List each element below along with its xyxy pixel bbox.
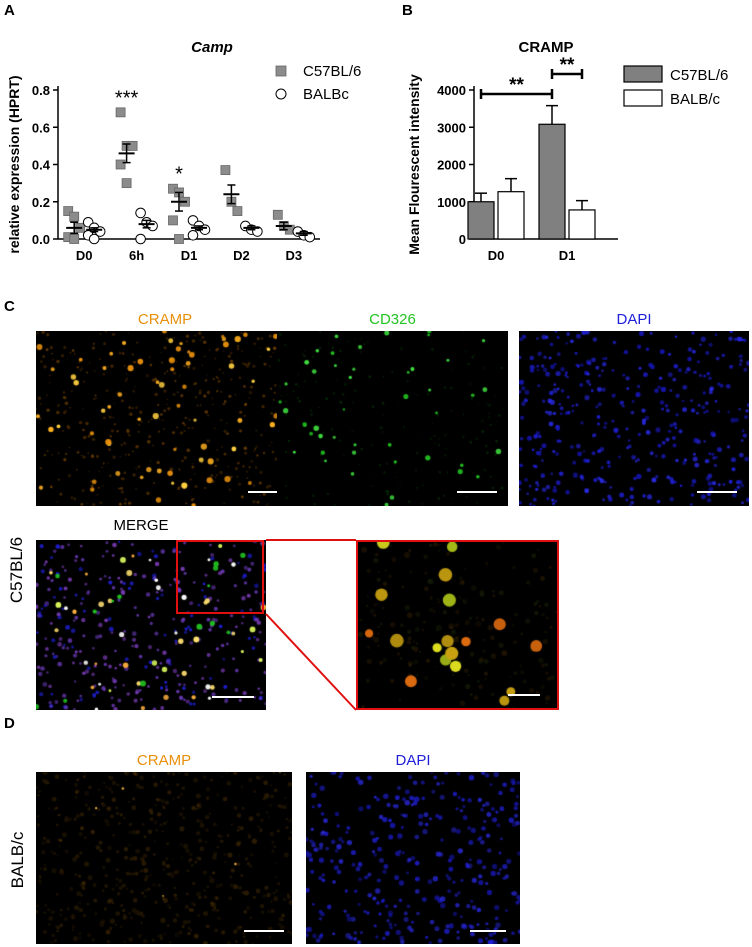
- significance-label: *: [175, 164, 183, 186]
- legend-label-balbc: BALB/c: [670, 91, 721, 108]
- y-tick-label: 0.8: [32, 83, 50, 98]
- data-point-balbc: [135, 207, 146, 219]
- data-point-c57bl6: [115, 159, 126, 170]
- data-point-c57bl6: [272, 209, 283, 220]
- data-point-balbc: [88, 233, 100, 245]
- data-point-balbc: [187, 229, 199, 241]
- y-tick-label: 0.4: [32, 158, 51, 173]
- scale-bar: [212, 696, 254, 698]
- camp-expression-chart: Camp relative expression (HPRT) 0.0 0.2 0.4 0…: [6, 39, 361, 263]
- scale-bar: [244, 930, 284, 932]
- x-tick-label: D2: [233, 248, 250, 263]
- micrograph-c-cramp: [36, 331, 294, 506]
- y-tick-label: 4000: [437, 83, 466, 98]
- panel-letter-a: A: [4, 2, 15, 19]
- label-c-dapi: DAPI: [616, 311, 652, 328]
- data-point-c57bl6: [69, 234, 80, 244]
- scale-bar: [457, 491, 497, 493]
- scale-bar: [470, 930, 506, 932]
- bar-c57bl6: [538, 123, 566, 240]
- x-tick-label: D1: [181, 248, 198, 263]
- legend-label-c57bl6: C57BL/6: [670, 67, 728, 84]
- y-tick-label: 0.0: [32, 232, 50, 247]
- y-tick-label: 2000: [437, 158, 466, 173]
- y-axis-label: Mean Flourescent intensity: [406, 74, 422, 255]
- data-point-c57bl6: [174, 234, 184, 244]
- micrograph-c-dapi: [519, 331, 749, 506]
- y-tick-label: 0.2: [32, 195, 50, 210]
- panel-letter-c: C: [4, 298, 15, 315]
- label-d-dapi: DAPI: [395, 752, 431, 769]
- label-c-merge: MERGE: [113, 517, 169, 534]
- y-axis-label: relative expression (HPRT): [6, 75, 22, 253]
- legend-swatch-balbc: [623, 89, 663, 107]
- data-point-c57bl6: [115, 107, 126, 118]
- chart-title: CRAMP: [519, 39, 574, 56]
- legend-swatch-c57bl6: [623, 65, 663, 83]
- legend-label-balbc: BALBc: [303, 86, 349, 103]
- zoom-region-box: [176, 540, 264, 614]
- row-label-balbc: BALB/c: [8, 831, 27, 889]
- bar-balbc: [568, 209, 596, 240]
- micrograph-c-cd326: [277, 331, 508, 506]
- x-tick-label: D0: [488, 248, 505, 263]
- legend-marker-c57bl6: [275, 65, 287, 77]
- label-d-cramp: CRAMP: [136, 752, 192, 769]
- significance-label: ***: [115, 87, 139, 109]
- data-point-c57bl6: [63, 206, 74, 216]
- legend-label-c57bl6: C57BL/6: [303, 63, 361, 80]
- x-tick-label: 6h: [129, 248, 144, 263]
- legend-marker-balbc: [275, 88, 287, 100]
- scale-bar: [697, 491, 737, 493]
- chart-title: Camp: [191, 39, 233, 56]
- data-point-c57bl6: [168, 215, 178, 226]
- x-tick-label: D0: [76, 248, 93, 263]
- panel-letter-b: B: [402, 2, 413, 19]
- y-tick-label: 3000: [437, 120, 466, 135]
- y-tick-label: 0.6: [32, 120, 50, 135]
- cramp-mfi-chart: CRAMP Mean Flourescent intensity 0 1000 2000…: [406, 39, 728, 263]
- label-c-cd326: CD326: [369, 311, 416, 328]
- data-point-balbc: [135, 233, 146, 245]
- data-point-c57bl6: [127, 140, 138, 151]
- label-c-cramp: CRAMP: [137, 311, 193, 328]
- micrograph-c-merge: [36, 540, 266, 710]
- significance-label: **: [509, 75, 524, 96]
- data-point-c57bl6: [220, 165, 231, 175]
- bar-balbc: [497, 191, 525, 240]
- significance-label: **: [560, 55, 575, 76]
- micrograph-d-cramp: [36, 772, 292, 944]
- data-point-c57bl6: [69, 211, 80, 222]
- bar-c57bl6: [467, 201, 495, 240]
- scale-bar: [508, 694, 540, 696]
- micrograph-d-dapi: [306, 772, 520, 944]
- data-point-c57bl6: [121, 178, 132, 189]
- scale-bar: [248, 491, 288, 493]
- micrograph-c-zoom: [356, 540, 559, 710]
- x-tick-label: D1: [559, 248, 576, 263]
- x-tick-label: D3: [285, 248, 302, 263]
- panel-letter-d: D: [4, 715, 15, 732]
- y-tick-label: 1000: [437, 195, 466, 210]
- data-point-c57bl6: [232, 206, 243, 216]
- y-tick-label: 0: [459, 232, 466, 247]
